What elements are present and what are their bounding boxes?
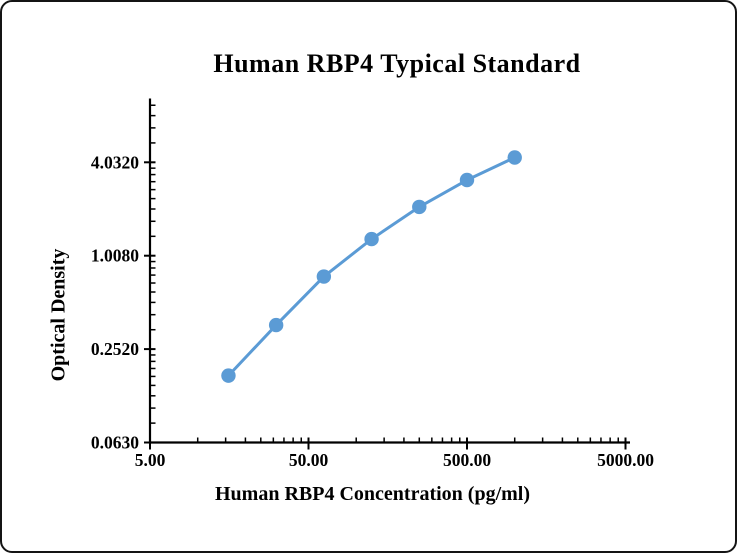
data-point [268,317,284,333]
y-tick-label: 0.2520 [91,339,139,359]
data-point [221,368,236,383]
data-point [412,199,427,215]
y-tick-label: 0.0630 [91,433,139,453]
chart-title: Human RBP4 Typical Standard [213,49,581,78]
series-line [226,155,517,378]
x-tick-label: 5000.00 [597,450,654,470]
y-tick-label: 1.0080 [91,246,139,266]
data-point [507,150,522,165]
x-tick-label: 500.00 [443,450,491,470]
data-point [459,172,475,188]
data-point [316,269,332,284]
y-tick-label: 4.0320 [91,152,139,172]
x-tick-label: 5.00 [135,450,166,470]
x-tick-label: 50.00 [289,450,329,470]
data-point [364,231,379,247]
x-axis-title: Human RBP4 Concentration (pg/ml) [215,483,530,505]
